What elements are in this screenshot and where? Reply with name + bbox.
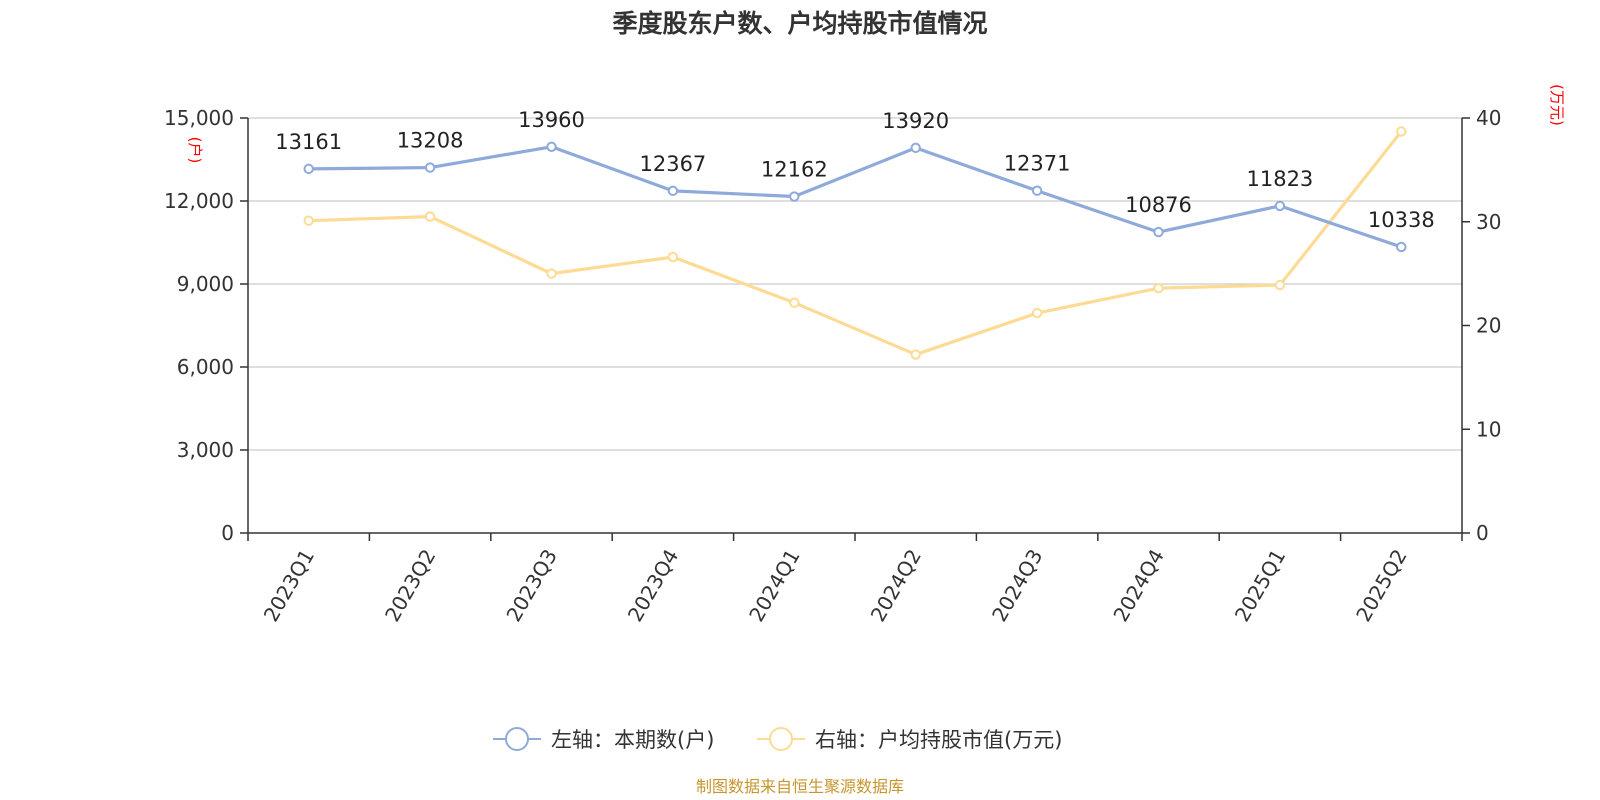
data-point-left[interactable] (1153, 226, 1164, 238)
source-note: 制图数据来自恒生聚源数据库 (696, 777, 904, 796)
left-axis-unit: (户) (186, 137, 204, 164)
x-axis-tick-label: 2025Q1 (1230, 545, 1290, 626)
series-layer (303, 126, 1407, 360)
data-point-left[interactable] (910, 142, 921, 154)
x-axis-tick-label: 2024Q3 (987, 545, 1047, 626)
right-axis-tick-label: 30 (1476, 210, 1501, 234)
data-label: 13920 (882, 109, 949, 133)
right-axis-unit: (万元) (1548, 84, 1566, 126)
data-point-left[interactable] (1031, 185, 1043, 196)
legend-marker (769, 727, 793, 751)
legend[interactable]: 左轴：本期数(户) 右轴：户均持股市值(万元) (493, 727, 1062, 752)
left-axis-tick-label: 15,000 (164, 106, 234, 130)
x-axis-tick-label: 2024Q4 (1108, 545, 1168, 626)
data-label: 12371 (1004, 152, 1071, 176)
left-axis-tick-label: 9,000 (177, 272, 234, 296)
data-point-right[interactable] (546, 268, 557, 279)
data-point-right[interactable] (789, 297, 800, 308)
x-axis-tick-label: 2025Q2 (1351, 545, 1411, 626)
data-point-right[interactable] (1274, 279, 1286, 291)
data-point-right[interactable] (910, 349, 921, 360)
legend-item-right-axis[interactable]: 右轴：户均持股市值(万元) (757, 727, 1062, 752)
left-axis-tick-label: 0 (221, 521, 234, 545)
data-point-right[interactable] (424, 211, 436, 222)
data-point-right[interactable] (1031, 307, 1043, 319)
data-point-right[interactable] (667, 251, 679, 263)
data-point-left[interactable] (1396, 241, 1407, 253)
right-axis-tick-label: 0 (1476, 521, 1489, 545)
data-point-left[interactable] (667, 185, 679, 197)
data-labels: 13161 13208 13960 12367 12162 13920 12371 10876… (275, 108, 1434, 232)
x-axis-tick-label: 2023Q2 (380, 545, 440, 626)
right-axis-tick-label: 10 (1476, 417, 1501, 441)
data-point-right[interactable] (1396, 126, 1407, 137)
data-label: 11823 (1246, 167, 1313, 191)
left-axis-tick-label: 12,000 (164, 189, 234, 213)
legend-label: 左轴：本期数(户) (551, 728, 714, 752)
grid-lines (248, 117, 1462, 451)
legend-label: 右轴：户均持股市值(万元) (815, 728, 1062, 752)
chart-title: 季度股东户数、户均持股市值情况 (612, 9, 987, 38)
data-point-right[interactable] (1153, 282, 1164, 294)
data-point-left[interactable] (1274, 200, 1286, 212)
right-axis-tick-label: 40 (1476, 106, 1501, 130)
series-line-left (307, 145, 1403, 249)
right-axis-tick-label: 20 (1476, 314, 1501, 338)
data-point-left[interactable] (546, 141, 557, 152)
data-label: 12367 (639, 152, 706, 176)
x-axis-tick-label: 2023Q4 (623, 545, 683, 626)
x-axis-tick-label: 2023Q3 (501, 545, 561, 626)
x-axis-tick-label: 2024Q2 (866, 545, 926, 626)
data-label: 10876 (1125, 193, 1192, 217)
data-label: 12162 (761, 158, 828, 182)
left-axis-tick-label: 6,000 (177, 355, 234, 379)
x-axis-tick-label: 2024Q1 (744, 545, 804, 626)
data-label: 13960 (518, 108, 585, 132)
data-point-left[interactable] (789, 191, 800, 202)
series-line-right (307, 129, 1403, 357)
legend-item-left-axis[interactable]: 左轴：本期数(户) (493, 727, 714, 752)
data-point-left[interactable] (424, 162, 436, 173)
left-axis-tick-label: 3,000 (177, 438, 234, 462)
data-label: 10338 (1368, 208, 1435, 232)
data-label: 13208 (397, 129, 464, 153)
data-label: 13161 (275, 130, 342, 154)
legend-marker (505, 727, 529, 751)
data-point-right[interactable] (303, 215, 314, 226)
x-axis-tick-label: 2023Q1 (259, 545, 319, 626)
data-point-left[interactable] (303, 163, 314, 175)
